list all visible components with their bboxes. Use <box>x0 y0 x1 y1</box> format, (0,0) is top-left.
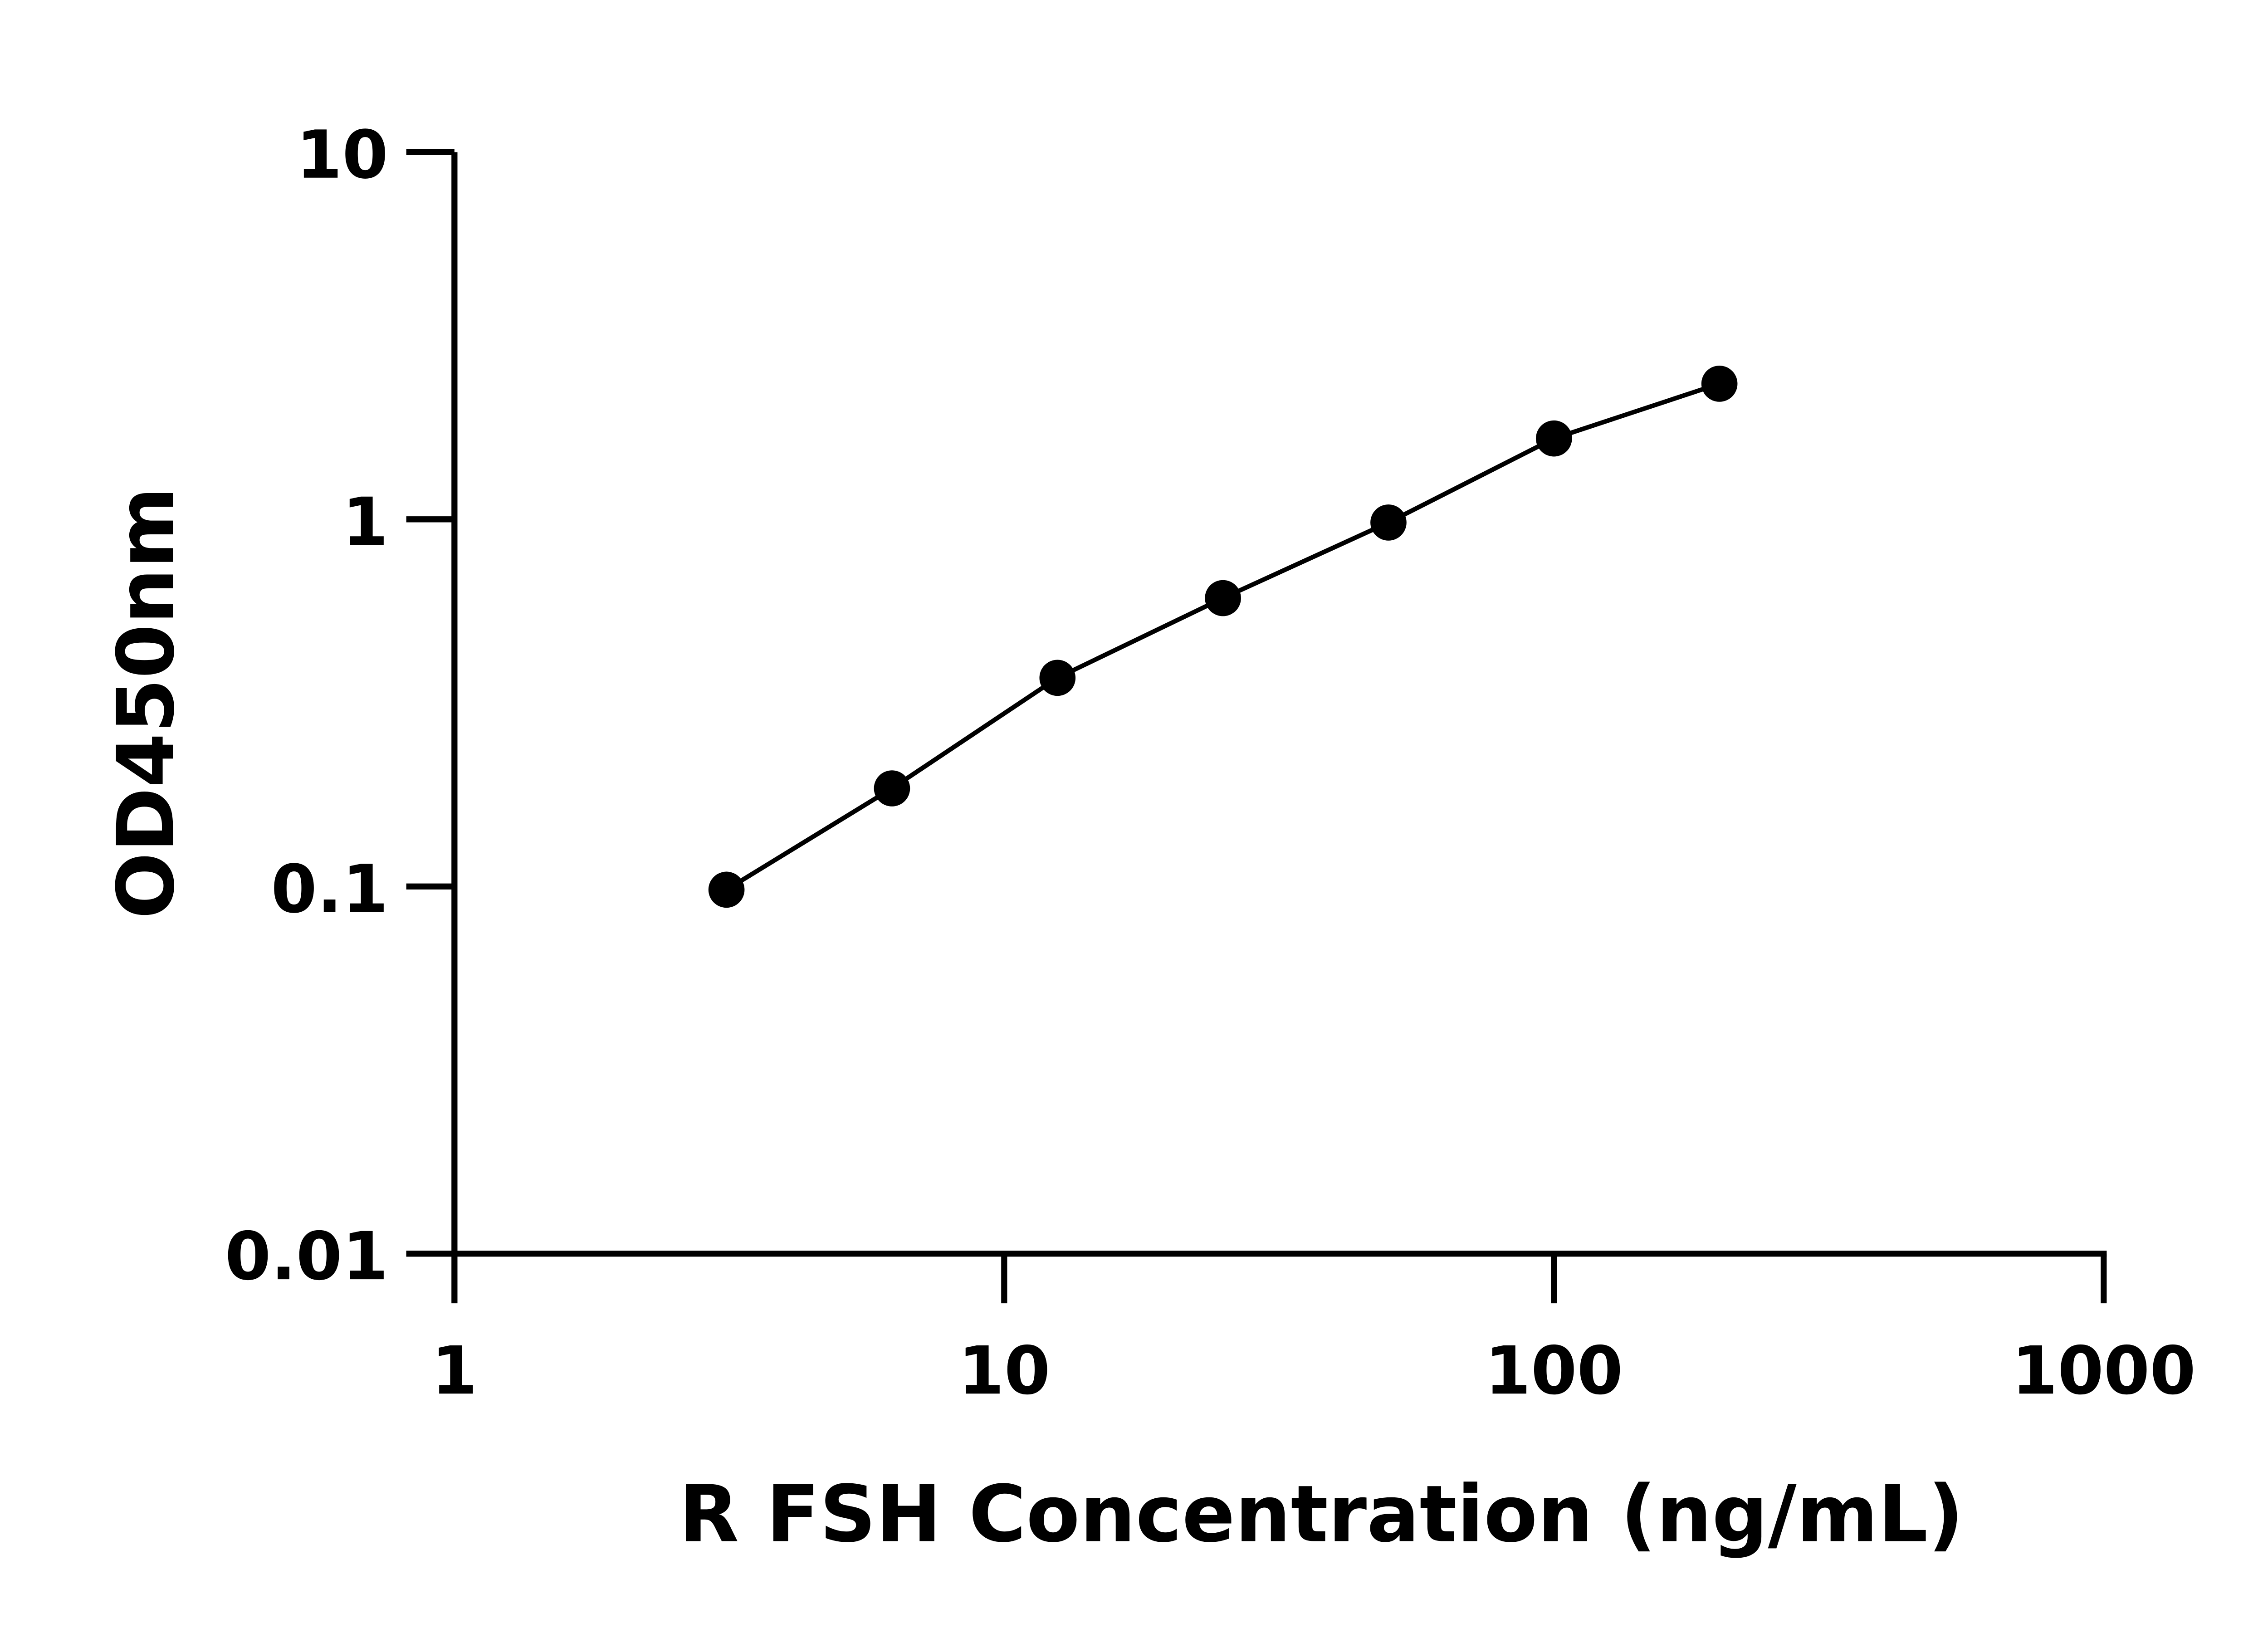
y-tick-label: 1 <box>342 484 388 561</box>
y-tick-label: 0.01 <box>225 1218 388 1295</box>
series-line <box>725 381 1721 892</box>
x-ticks: 1 10 100 1000 <box>431 1253 2196 1409</box>
x-axis-label: R FSH Concentration (ng/mL) <box>679 1468 1964 1560</box>
data-point <box>1039 660 1076 696</box>
x-tick-label: 1 <box>431 1333 478 1409</box>
y-tick-label: 0.1 <box>271 851 388 928</box>
series <box>708 366 1738 908</box>
data-point <box>1535 420 1572 457</box>
x-tick-label: 10 <box>958 1333 1050 1409</box>
y-tick-label: 10 <box>296 117 388 194</box>
data-point <box>1370 504 1407 541</box>
x-tick-label: 100 <box>1485 1333 1623 1409</box>
data-point <box>1701 366 1738 402</box>
data-point <box>1205 580 1241 616</box>
y-axis-label: OD450nm <box>101 487 192 919</box>
x-tick-label: 1000 <box>2012 1333 2196 1409</box>
axes <box>406 152 2107 1257</box>
data-point <box>874 770 910 807</box>
data-point <box>708 871 745 908</box>
y-ticks: 0.01 0.1 1 10 <box>225 117 455 1295</box>
